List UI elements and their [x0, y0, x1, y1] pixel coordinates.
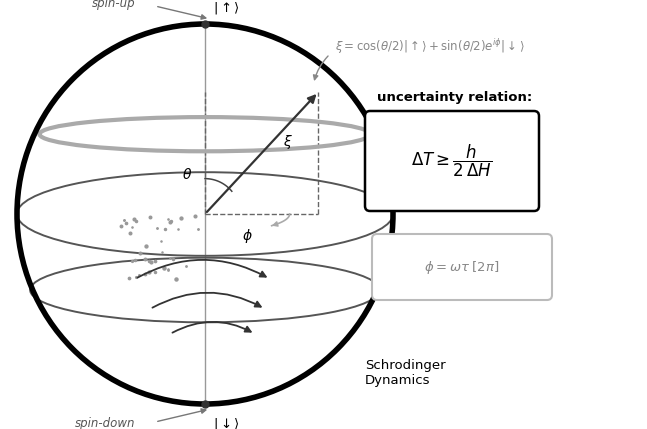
FancyBboxPatch shape	[372, 234, 552, 300]
Text: uncertainty relation:: uncertainty relation:	[377, 91, 532, 103]
Text: spin-down: spin-down	[74, 417, 135, 429]
Text: $\xi=\cos(\theta/2)|\uparrow\rangle + \sin(\theta/2)e^{i\phi}|\downarrow\rangle$: $\xi=\cos(\theta/2)|\uparrow\rangle + \s…	[335, 38, 525, 57]
Text: $|\uparrow\rangle$: $|\uparrow\rangle$	[213, 0, 239, 16]
Text: Schrodinger
Dynamics: Schrodinger Dynamics	[365, 359, 446, 387]
Text: $|\downarrow\rangle$: $|\downarrow\rangle$	[213, 416, 239, 429]
Text: $\xi$: $\xi$	[283, 133, 293, 151]
Text: $\Delta T \geq \dfrac{h}{2\,\Delta H}$: $\Delta T \geq \dfrac{h}{2\,\Delta H}$	[411, 143, 492, 179]
FancyBboxPatch shape	[365, 111, 539, 211]
Text: $\theta$: $\theta$	[182, 166, 192, 181]
Text: $\phi = \omega\tau\;[2\pi]$: $\phi = \omega\tau\;[2\pi]$	[424, 259, 499, 275]
Text: spin-up: spin-up	[91, 0, 135, 10]
Text: $\phi$: $\phi$	[241, 227, 252, 245]
